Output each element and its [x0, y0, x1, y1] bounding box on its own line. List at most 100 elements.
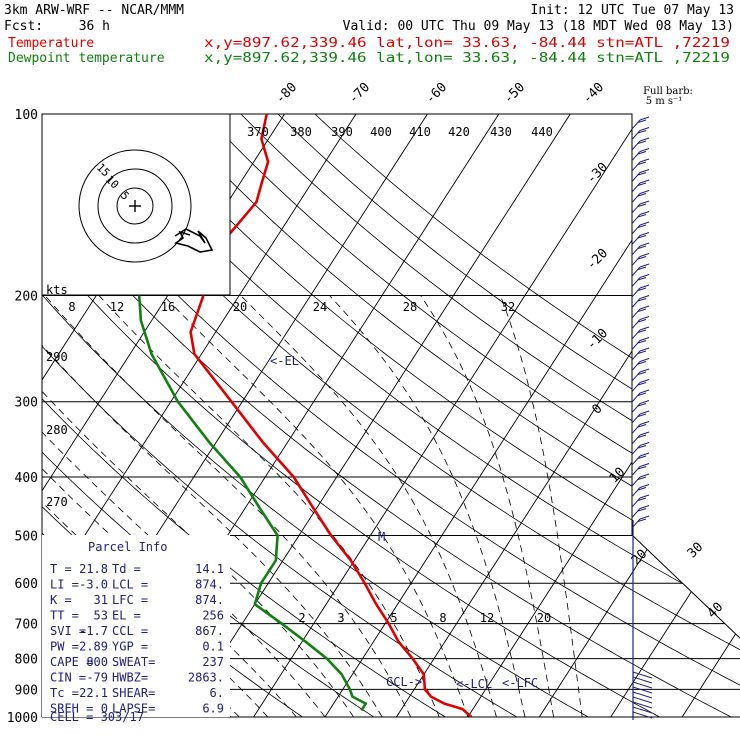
isotherm-label: -30	[584, 160, 611, 187]
parcel-field: 0.1	[202, 640, 224, 654]
wind-barb	[632, 681, 653, 689]
mixing-ratio-label: 20	[537, 611, 551, 625]
parcel-field: LAPSE=	[112, 702, 155, 716]
dry-adiabat	[277, 114, 740, 717]
pressure-tick-label: 700	[15, 618, 38, 633]
sounding-annotation: <-EL	[270, 354, 299, 368]
isotherm	[610, 114, 740, 717]
wind-barb	[632, 696, 653, 704]
pressure-tick-label: 400	[15, 471, 38, 486]
wind-barb	[631, 116, 650, 130]
parcel-field: SHEAR=	[112, 686, 155, 700]
wind-barb	[631, 389, 650, 403]
wind-barb	[631, 463, 650, 476]
hodo-speed-label: 12	[110, 300, 124, 314]
parcel-field: HWBZ=	[112, 671, 148, 685]
parcel-field: 0	[101, 702, 108, 716]
dry-adiabat	[42, 114, 660, 717]
wind-barb	[631, 221, 650, 235]
forecast-label: Fcst:	[4, 19, 43, 34]
moist-adiabat	[42, 295, 354, 717]
wind-barb	[631, 379, 650, 392]
isotherm-label: -10	[584, 326, 611, 353]
wind-barb	[631, 253, 650, 266]
parcel-field: TT =	[50, 609, 79, 623]
parcel-field: CCL =	[112, 624, 148, 638]
wind-barb	[631, 484, 650, 497]
model-title: 3km ARW-WRF -- NCAR/MMM	[4, 3, 184, 18]
dry-adiabat	[314, 114, 740, 717]
sounding-annotation: <-LCL	[456, 677, 492, 691]
wind-barb	[631, 515, 650, 529]
isotherm-label: -70	[346, 80, 373, 107]
parcel-field: 6.	[210, 686, 224, 700]
theta-e-label: 430	[490, 125, 512, 139]
theta-label: 280	[46, 423, 68, 437]
pressure-tick-label: 300	[15, 396, 38, 411]
parcel-field: 53	[94, 609, 108, 623]
isotherm	[324, 114, 714, 717]
parcel-field: SREH =	[50, 702, 93, 716]
parcel-field: 800	[86, 655, 108, 669]
pressure-tick-label: 600	[15, 577, 38, 592]
wind-barb	[632, 706, 653, 714]
wind-barb	[631, 242, 650, 256]
isotherm-label: -20	[584, 246, 611, 273]
parcel-field: PW =	[50, 640, 79, 654]
isotherm-label: 40	[705, 600, 727, 622]
parcel-field: SVI =	[50, 624, 86, 638]
dry-adiabat	[166, 114, 740, 717]
wind-barb	[631, 295, 650, 308]
wind-barb	[631, 274, 650, 287]
isotherm	[181, 114, 571, 717]
wind-barb	[631, 452, 650, 466]
wind-barb	[631, 473, 650, 487]
wind-barb	[631, 211, 650, 224]
isotherm-label: -80	[273, 80, 300, 107]
parcel-field: LCL =	[112, 578, 148, 592]
parcel-field: 14.1	[195, 562, 224, 576]
theta-e-label: 400	[370, 125, 392, 139]
theta-e-label: 390	[331, 125, 353, 139]
wind-barb	[631, 326, 650, 340]
wind-barb	[632, 671, 653, 679]
parcel-field: 31	[94, 593, 108, 607]
dry-adiabat	[92, 114, 740, 717]
dewpoint-location: x,y=897.62,339.46 lat,lon= 33.63, -84.44…	[204, 51, 730, 66]
parcel-field: -1.7	[79, 624, 108, 638]
wind-barbs	[631, 116, 653, 720]
hodograph-units: kts	[46, 283, 68, 297]
wind-barb	[631, 158, 650, 172]
wind-barb	[632, 711, 653, 719]
mixing-ratio-label: 8	[439, 611, 446, 625]
parcel-field: 21.8	[79, 562, 108, 576]
parcel-field: -3.0	[79, 578, 108, 592]
wind-barb	[632, 691, 653, 699]
dry-adiabat	[42, 114, 740, 717]
wind-barb	[631, 368, 650, 382]
sounding-annotation: M	[378, 530, 385, 544]
hodo-speed-label: 28	[403, 300, 417, 314]
hodo-speed-label: 24	[313, 300, 327, 314]
forecast-hour: 36 h	[79, 19, 110, 34]
parcel-field: K =	[50, 593, 72, 607]
wind-barb	[631, 421, 650, 434]
parcel-field: T =	[50, 562, 72, 576]
moist-adiabat	[42, 295, 383, 717]
parcel-field: Tc =	[50, 686, 79, 700]
isotherm	[467, 114, 740, 717]
parcel-field: SWEAT=	[112, 655, 155, 669]
wind-barb	[631, 179, 650, 193]
theta-e-label: 440	[531, 125, 553, 139]
theta-label: 290	[46, 350, 68, 364]
parcel-field: EL =	[112, 609, 141, 623]
wind-barb	[631, 148, 650, 161]
moist-adiabat	[42, 295, 297, 717]
parcel-field: 874.	[195, 578, 224, 592]
parcel-field: LI =	[50, 578, 79, 592]
pressure-tick-label: 200	[15, 290, 38, 305]
hodo-speed-label: 32	[501, 300, 515, 314]
isotherm	[681, 114, 740, 717]
parcel-info-box: Parcel Info T = 21.8 Td = 14.1 LI = -3.0 LCL =…	[42, 535, 230, 724]
sounding-annotation: CCL->	[386, 675, 422, 689]
